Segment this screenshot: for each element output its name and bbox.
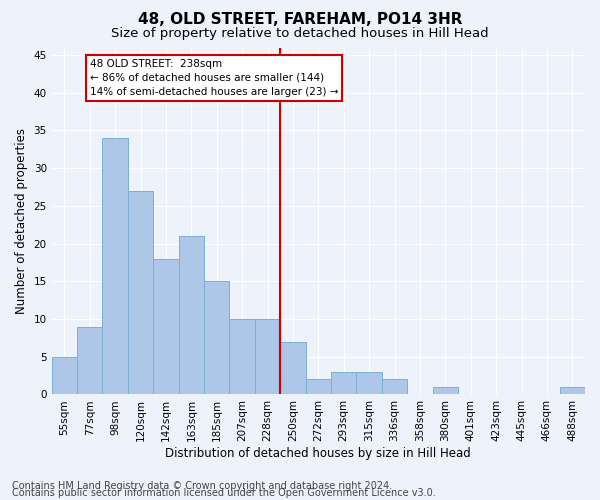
Text: 48 OLD STREET:  238sqm
← 86% of detached houses are smaller (144)
14% of semi-de: 48 OLD STREET: 238sqm ← 86% of detached … <box>90 59 338 97</box>
Y-axis label: Number of detached properties: Number of detached properties <box>15 128 28 314</box>
Bar <box>128 191 153 394</box>
Text: Size of property relative to detached houses in Hill Head: Size of property relative to detached ho… <box>111 28 489 40</box>
Bar <box>255 319 280 394</box>
Bar <box>433 387 458 394</box>
Bar <box>280 342 305 394</box>
Bar <box>153 258 179 394</box>
Bar <box>331 372 356 394</box>
Bar <box>103 138 128 394</box>
Bar <box>560 387 585 394</box>
Bar <box>229 319 255 394</box>
Bar <box>204 282 229 395</box>
Bar <box>356 372 382 394</box>
Bar <box>382 380 407 394</box>
Bar <box>77 326 103 394</box>
Bar <box>179 236 204 394</box>
Bar <box>52 356 77 395</box>
Text: Contains HM Land Registry data © Crown copyright and database right 2024.: Contains HM Land Registry data © Crown c… <box>12 481 392 491</box>
Text: Contains public sector information licensed under the Open Government Licence v3: Contains public sector information licen… <box>12 488 436 498</box>
Bar <box>305 380 331 394</box>
Text: 48, OLD STREET, FAREHAM, PO14 3HR: 48, OLD STREET, FAREHAM, PO14 3HR <box>138 12 462 28</box>
X-axis label: Distribution of detached houses by size in Hill Head: Distribution of detached houses by size … <box>166 447 471 460</box>
